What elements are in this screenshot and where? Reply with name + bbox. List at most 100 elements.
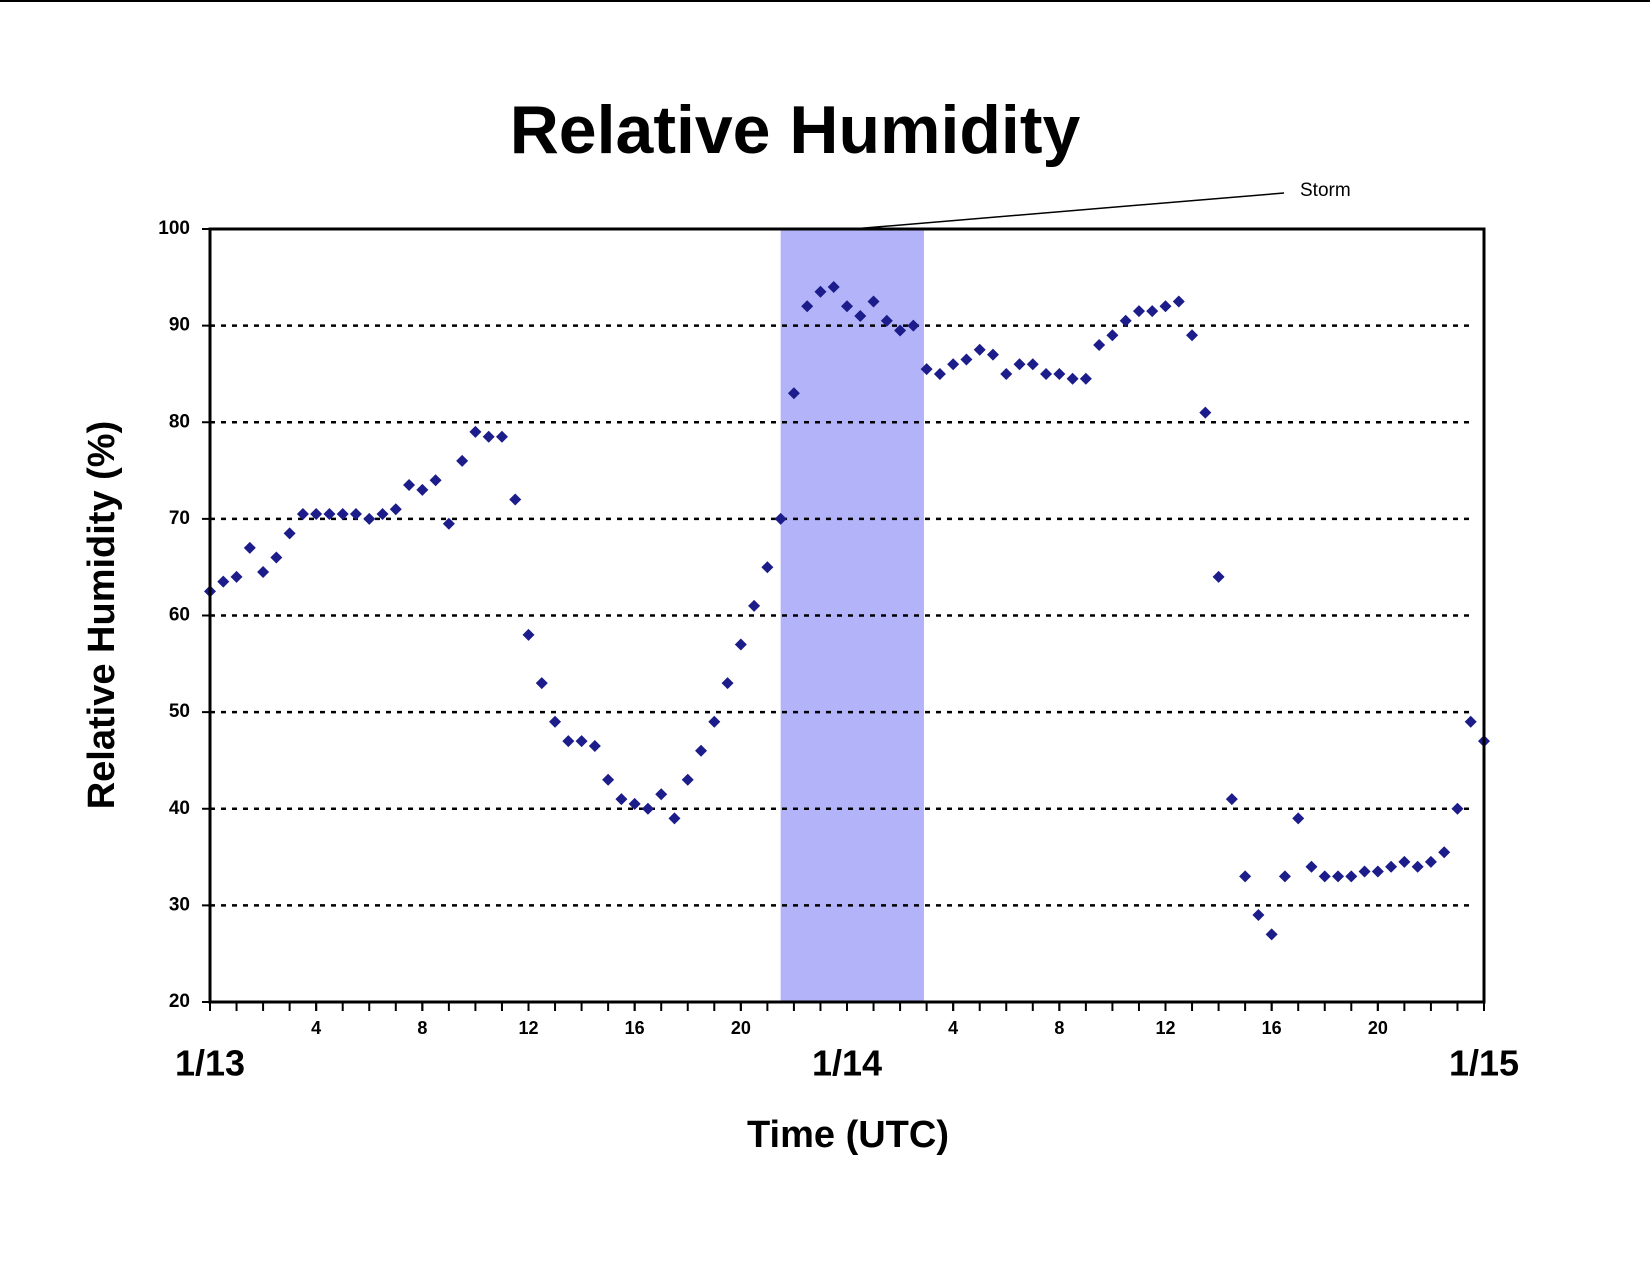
data-point [349, 508, 362, 521]
annotation-leader [852, 192, 1285, 230]
data-point [721, 677, 734, 690]
data-point [1398, 855, 1411, 868]
data-point [1172, 295, 1185, 308]
data-point [695, 744, 708, 757]
data-point [1066, 372, 1079, 385]
data-point [416, 483, 429, 496]
data-point [1464, 715, 1477, 728]
y-tick-label: 80 [169, 411, 190, 432]
data-point [1411, 860, 1424, 873]
data-point [1451, 802, 1464, 815]
data-point [787, 387, 800, 400]
data-point [403, 479, 416, 492]
data-point [535, 677, 548, 690]
data-point [1265, 928, 1278, 941]
data-point [1385, 860, 1398, 873]
data-point [575, 735, 588, 748]
x-tick-label: 16 [1262, 1018, 1282, 1038]
x-tick-label: 4 [311, 1018, 321, 1038]
data-point [469, 425, 482, 438]
data-point [1093, 338, 1106, 351]
data-point [310, 508, 323, 521]
x-tick-label: 12 [518, 1018, 538, 1038]
data-point [867, 295, 880, 308]
data-point [1186, 329, 1199, 342]
data-point [1345, 870, 1358, 883]
data-point [1212, 570, 1225, 583]
data-point [1159, 300, 1172, 313]
x-tick-label: 20 [1368, 1018, 1388, 1038]
y-tick-label: 100 [158, 218, 190, 239]
data-point [827, 280, 840, 293]
data-point [628, 797, 641, 810]
data-point [894, 324, 907, 337]
y-tick-label: 70 [169, 508, 190, 529]
data-point [1000, 367, 1013, 380]
date-label: 1/13 [175, 1043, 245, 1084]
data-point [429, 474, 442, 487]
y-tick-label: 20 [169, 991, 190, 1012]
data-point [283, 527, 296, 540]
data-point [1292, 812, 1305, 825]
data-point [1040, 367, 1053, 380]
x-tick-label: 12 [1155, 1018, 1175, 1038]
data-point [841, 300, 853, 313]
data-point [323, 508, 336, 521]
y-axis-label: Relative Humidity (%) [81, 421, 123, 810]
data-point [1318, 870, 1331, 883]
data-point [1252, 909, 1265, 922]
data-point [734, 638, 747, 651]
x-tick-label: 8 [417, 1018, 427, 1038]
data-point [761, 561, 774, 574]
date-label: 1/14 [812, 1043, 882, 1084]
data-point [1358, 865, 1371, 878]
data-point [602, 773, 615, 786]
data-point [960, 353, 973, 366]
x-tick-label: 16 [625, 1018, 645, 1038]
data-point [549, 715, 562, 728]
data-point [1079, 372, 1092, 385]
y-tick-label: 60 [169, 605, 190, 626]
x-axis-label: Time (UTC) [747, 1114, 949, 1156]
data-point [1106, 329, 1119, 342]
data-point [442, 517, 455, 530]
data-point [363, 512, 376, 525]
data-point [973, 343, 986, 356]
plot-frame [208, 227, 1486, 1004]
data-point [801, 300, 814, 313]
data-point [1199, 406, 1212, 419]
data-point [986, 348, 999, 361]
data-point [588, 739, 601, 752]
data-point [456, 454, 469, 467]
data-point [257, 566, 270, 579]
data-point [1053, 367, 1066, 380]
data-point [509, 493, 522, 506]
data-point [947, 358, 960, 371]
data-point [1332, 870, 1345, 883]
y-tick-label: 90 [169, 315, 190, 336]
data-point [296, 508, 309, 521]
data-point [376, 508, 389, 521]
x-tick-label: 20 [731, 1018, 751, 1038]
data-point [389, 503, 402, 516]
data-point [748, 599, 761, 612]
data-point [522, 628, 535, 641]
data-point [1239, 870, 1252, 883]
data-point [933, 367, 946, 380]
data-point [1026, 358, 1039, 371]
data-point [641, 802, 654, 815]
data-point [1132, 305, 1145, 318]
data-point [1305, 860, 1318, 873]
data-point [482, 430, 495, 443]
data-point [1225, 793, 1238, 806]
y-tick-label: 40 [169, 798, 190, 819]
y-tick-label: 50 [169, 701, 190, 722]
data-point [336, 508, 349, 521]
data-point [1438, 846, 1451, 859]
data-point [1146, 305, 1159, 318]
data-point [880, 314, 893, 327]
y-tick-label: 30 [169, 894, 190, 915]
data-point [814, 285, 827, 298]
data-point [217, 575, 230, 588]
